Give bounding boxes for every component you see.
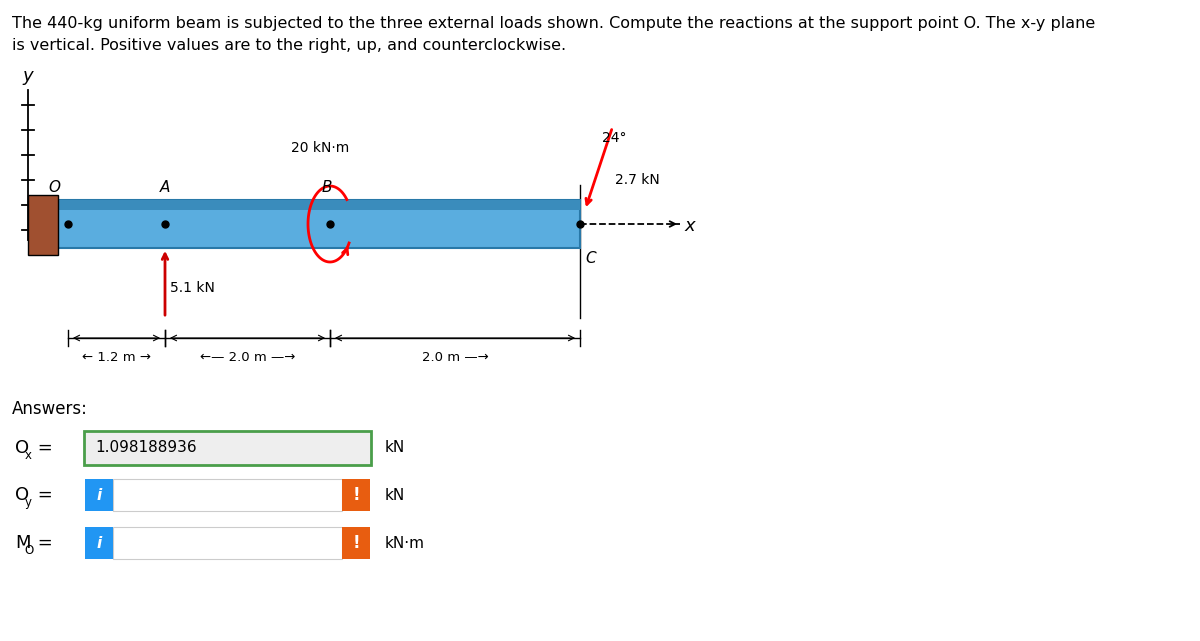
Text: 5.1 kN: 5.1 kN — [170, 281, 215, 295]
Text: =: = — [32, 439, 53, 457]
Text: O: O — [48, 180, 60, 195]
Text: ←— 2.0 m —→: ←— 2.0 m —→ — [200, 351, 295, 364]
Text: !: ! — [352, 486, 360, 504]
Text: kN·m: kN·m — [385, 535, 425, 551]
Text: x: x — [24, 449, 31, 462]
Text: x: x — [684, 217, 695, 235]
Text: 2.7 kN: 2.7 kN — [616, 173, 660, 187]
FancyBboxPatch shape — [84, 431, 371, 465]
Text: ← 1.2 m →: ← 1.2 m → — [82, 351, 151, 364]
Polygon shape — [55, 200, 580, 248]
FancyBboxPatch shape — [113, 527, 342, 559]
Text: A: A — [160, 180, 170, 195]
Text: O: O — [24, 544, 34, 556]
Text: M: M — [14, 534, 30, 552]
Text: i: i — [96, 535, 102, 551]
Text: y: y — [23, 67, 34, 85]
Text: 2.0 m —→: 2.0 m —→ — [421, 351, 488, 364]
Text: The 440-kg uniform beam is subjected to the three external loads shown. Compute : The 440-kg uniform beam is subjected to … — [12, 16, 1096, 31]
Text: kN: kN — [385, 440, 406, 456]
FancyBboxPatch shape — [85, 479, 113, 511]
Text: Answers:: Answers: — [12, 400, 88, 418]
Text: O: O — [14, 439, 29, 457]
Text: O: O — [14, 486, 29, 504]
Text: kN: kN — [385, 488, 406, 503]
FancyBboxPatch shape — [342, 527, 370, 559]
Text: y: y — [24, 495, 31, 509]
FancyBboxPatch shape — [85, 527, 113, 559]
Text: 20 kN·m: 20 kN·m — [290, 141, 349, 155]
Text: =: = — [32, 486, 53, 504]
FancyBboxPatch shape — [342, 479, 370, 511]
Text: C: C — [586, 251, 595, 266]
Text: B: B — [322, 180, 332, 195]
Text: 24°: 24° — [602, 131, 626, 145]
Polygon shape — [55, 200, 580, 210]
Text: i: i — [96, 488, 102, 503]
Polygon shape — [28, 195, 58, 255]
FancyBboxPatch shape — [113, 479, 342, 511]
Text: =: = — [32, 534, 53, 552]
Text: !: ! — [352, 534, 360, 552]
Text: is vertical. Positive values are to the right, up, and counterclockwise.: is vertical. Positive values are to the … — [12, 38, 566, 53]
Text: 1.098188936: 1.098188936 — [95, 440, 197, 456]
